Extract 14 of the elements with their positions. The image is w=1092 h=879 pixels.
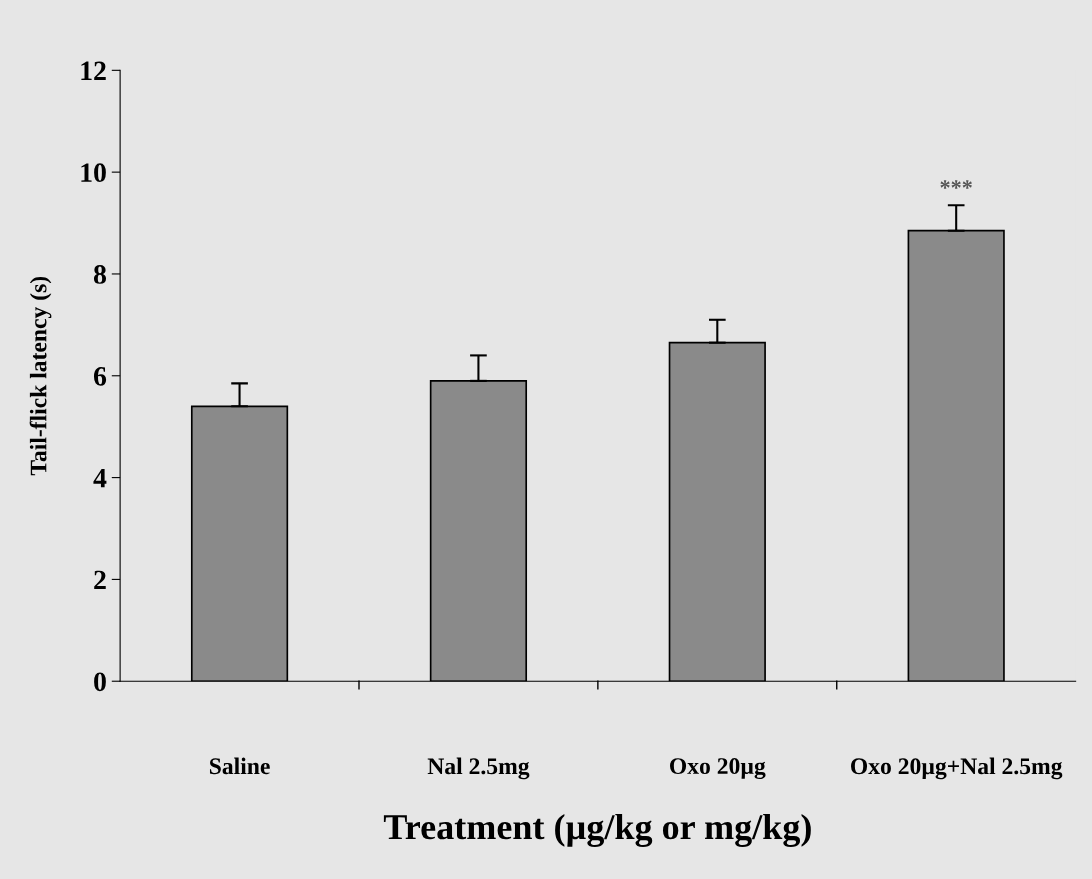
y-tick-label: 6 xyxy=(93,367,107,386)
y-tick-label: 10 xyxy=(81,163,106,183)
annotation: *** xyxy=(940,180,972,189)
y-tick-label: 0 xyxy=(94,672,106,692)
x-tick-label: Oxo 20µg+Nal 2.5mg xyxy=(851,757,1063,780)
x-tick-label: Saline xyxy=(209,757,270,775)
x-axis-title: Treatment (µg/kg or mg/kg) xyxy=(383,813,811,847)
x-tick-label: Oxo 20µg xyxy=(670,758,766,780)
y-tick-label: 8 xyxy=(93,265,107,284)
y-tick-label: 2 xyxy=(94,570,106,590)
y-tick-label: 12 xyxy=(81,61,106,80)
y-axis-title: Tail-flick latency (s) xyxy=(29,276,52,476)
y-tick-label: 4 xyxy=(93,468,107,488)
x-tick-label: Nal 2.5mg xyxy=(427,757,530,780)
